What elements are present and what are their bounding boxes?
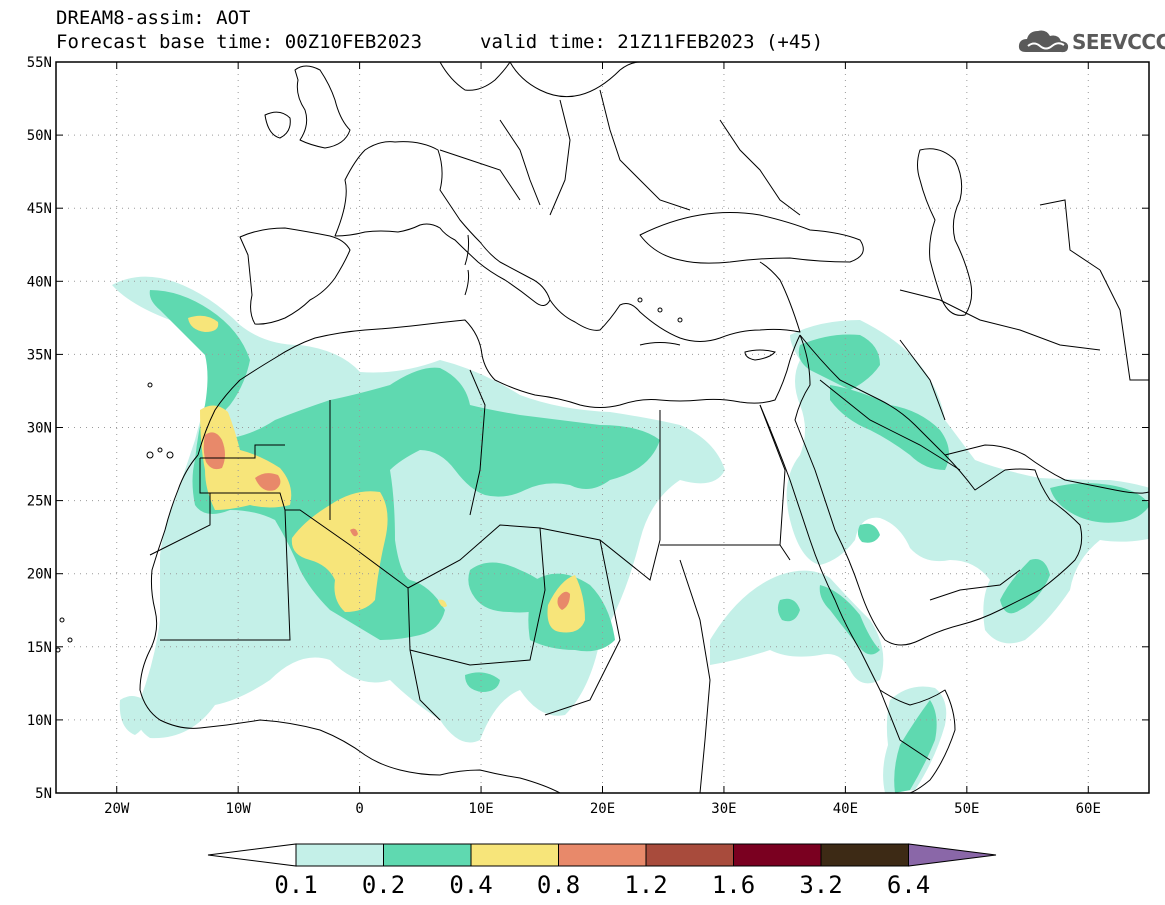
colorbar-label: 3.2 — [799, 871, 842, 899]
forecast-base-time: Forecast base time: 00Z10FEB2023 — [56, 31, 423, 53]
seevccc-logo: SEEVCCC — [1016, 24, 1165, 58]
map-title: DREAM8-assim: AOT — [56, 7, 251, 29]
lat-tick-label: 5N — [35, 786, 52, 802]
lat-tick-label: 50N — [27, 128, 52, 144]
coastlines — [139, 62, 1149, 793]
colorbar-segment — [470, 843, 559, 867]
colorbar-label: 0.2 — [362, 871, 405, 899]
axis-ticks — [56, 61, 1149, 794]
lat-tick-label: 10N — [27, 713, 52, 729]
colorbar-label: 1.6 — [712, 871, 755, 899]
colorbar-segment — [295, 843, 384, 867]
country-borders — [149, 89, 1149, 793]
lon-tick-label: 20E — [590, 801, 615, 817]
cloud-icon — [1018, 30, 1069, 53]
colorbar-segment — [383, 843, 472, 867]
colorbar-label: 0.4 — [449, 871, 492, 899]
lat-tick-label: 20N — [27, 567, 52, 583]
latitude-labels: 5N 10N 15N 20N 25N 30N 35N 40N 45N 50N 55N — [27, 55, 52, 802]
longitude-labels: 20W 10W 0 10E 20E 30E 40E 50E 60E — [104, 801, 1101, 817]
colorbar-label: 6.4 — [887, 871, 930, 899]
colorbar-label: 0.8 — [537, 871, 580, 899]
colorbar-label: 0.1 — [274, 871, 317, 899]
aot-shading — [56, 62, 1149, 793]
lon-tick-label: 20W — [104, 801, 130, 817]
lat-tick-label: 40N — [27, 274, 52, 290]
lat-tick-label: 25N — [27, 494, 52, 510]
logo-text: SEEVCCC — [1072, 30, 1165, 54]
colorbar-segment — [645, 843, 734, 867]
islands — [56, 234, 776, 653]
lon-tick-label: 10W — [226, 801, 252, 817]
colorbar-segment — [558, 843, 647, 867]
lat-tick-label: 35N — [27, 347, 52, 363]
lon-tick-label: 40E — [833, 801, 858, 817]
lat-tick-label: 15N — [27, 640, 52, 656]
colorbar-over-arrow — [908, 843, 997, 867]
colorbar-segment — [820, 843, 909, 867]
lon-tick-label: 50E — [954, 801, 979, 817]
colorbar-under-arrow — [207, 843, 297, 867]
lat-tick-label: 45N — [27, 201, 52, 217]
valid-time: valid time: 21Z11FEB2023 (+45) — [480, 31, 824, 53]
lon-tick-label: 0 — [355, 801, 363, 817]
colorbar-label: 1.2 — [624, 871, 667, 899]
lat-tick-label: 30N — [27, 421, 52, 437]
graticule — [56, 62, 1149, 793]
lon-tick-label: 30E — [711, 801, 736, 817]
colorbar-segment — [733, 843, 822, 867]
colorbar: 0.1 0.2 0.4 0.8 1.2 1.6 3.2 6.4 — [207, 843, 997, 899]
lat-tick-label: 55N — [27, 55, 52, 71]
aot-0.8-1.2-area — [203, 432, 570, 610]
lon-tick-label: 10E — [468, 801, 493, 817]
lon-tick-label: 60E — [1076, 801, 1101, 817]
